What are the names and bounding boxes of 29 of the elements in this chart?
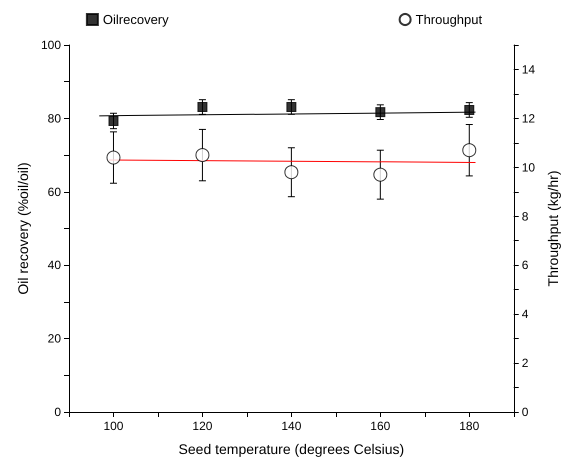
x-tick-label: 120 <box>192 419 213 433</box>
point <box>195 148 210 162</box>
y2-tick-label: 6 <box>522 258 529 272</box>
x-tick-label: 160 <box>370 419 391 433</box>
y-tick-label: 80 <box>48 111 62 126</box>
point <box>373 168 388 182</box>
legend-label: Oilrecovery <box>102 12 170 27</box>
y-tick-label: 60 <box>48 184 62 199</box>
x-tick-label: 100 <box>103 419 124 433</box>
y-tick-label: 0 <box>54 405 62 419</box>
legend-label: Throughput <box>416 12 482 27</box>
y2-tick-label: 0 <box>522 405 529 419</box>
y-axis-title: Oil recovery (%oil/oil) <box>15 162 32 295</box>
x-tick-label: 140 <box>281 419 302 433</box>
y2-tick-label: 4 <box>522 307 529 322</box>
y2-axis-title: Throughput (kg/hr) <box>545 170 561 286</box>
y-tick-label: 20 <box>48 332 62 346</box>
point <box>462 143 476 158</box>
y-tick-label: 100 <box>40 38 62 52</box>
y2-tick-label: 8 <box>522 209 529 224</box>
x-tick-label: 180 <box>459 419 480 433</box>
y2-tick-label: 10 <box>522 160 536 174</box>
y-tick-label: 40 <box>48 258 62 272</box>
x-axis-title: Seed temperature (degrees Celsius) <box>178 441 404 457</box>
y2-tick-label: 12 <box>522 111 536 126</box>
point <box>284 165 298 180</box>
y2-tick-label: 14 <box>522 62 536 76</box>
y2-tick-label: 2 <box>522 356 529 370</box>
point <box>106 150 120 165</box>
